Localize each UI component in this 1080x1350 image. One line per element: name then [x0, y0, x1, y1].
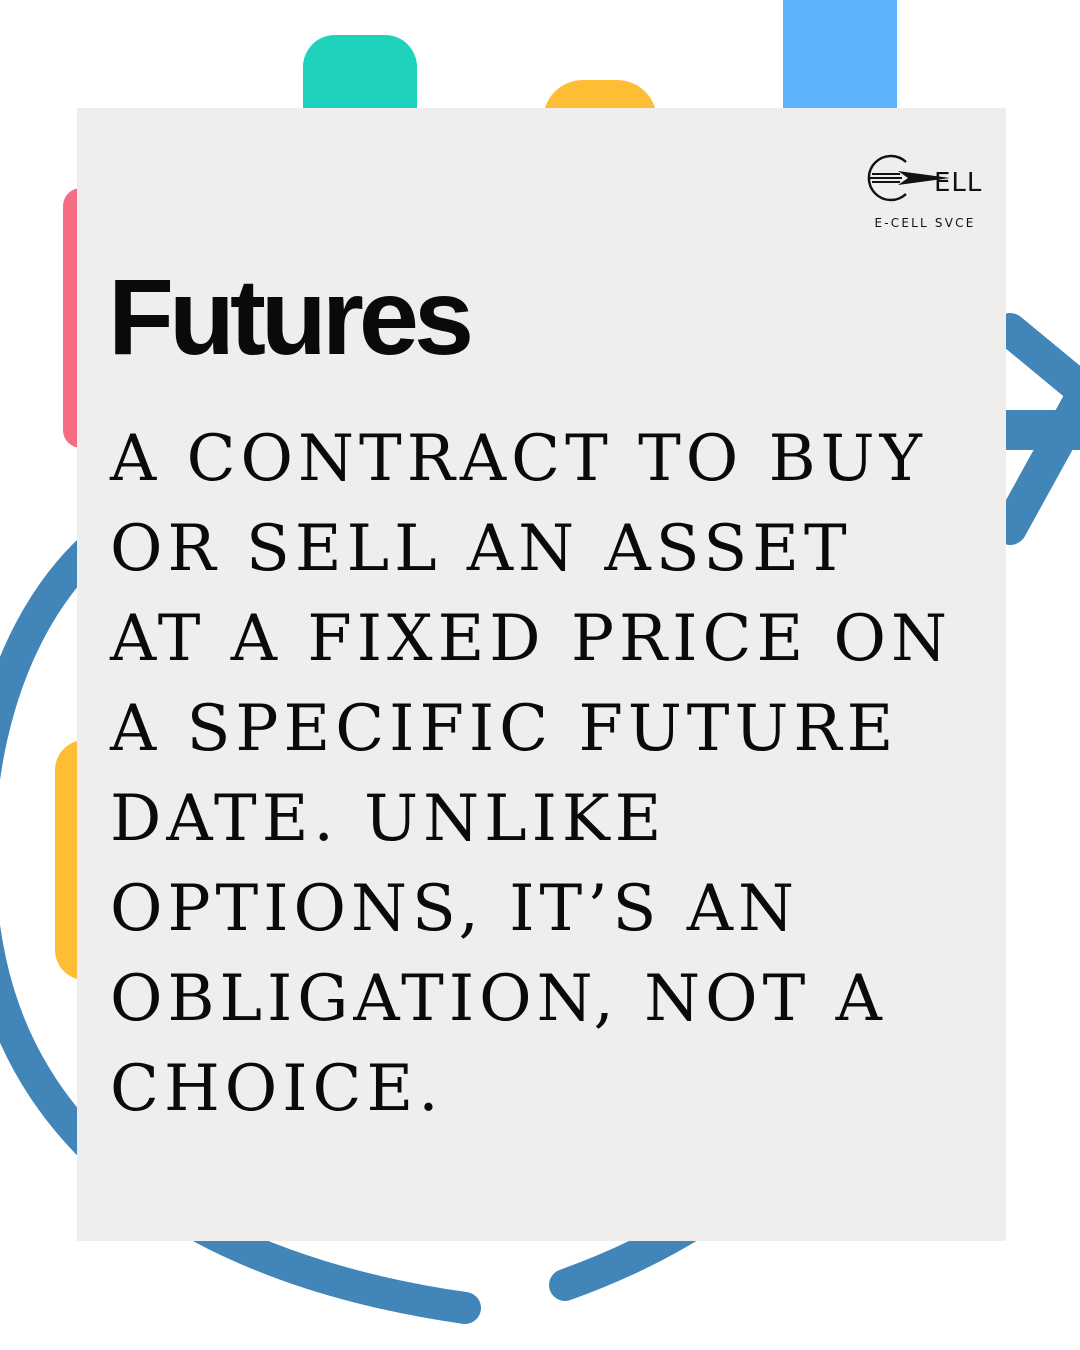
definition-text: A CONTRACT TO BUY OR SELL AN ASSET AT A …: [110, 422, 952, 1126]
blue-arrow: [993, 313, 1080, 545]
blue-arc: [0, 529, 481, 1324]
page-title: Futures: [108, 256, 474, 377]
ecell-logo-icon: ELL: [867, 154, 982, 202]
ecell-wordmark: ELL: [934, 168, 982, 198]
ecell-logo-caption: E-CELL SVCE: [874, 216, 976, 230]
ecell-logo: ELL E-CELL SVCE: [862, 150, 992, 240]
content-card: [77, 108, 1006, 1241]
